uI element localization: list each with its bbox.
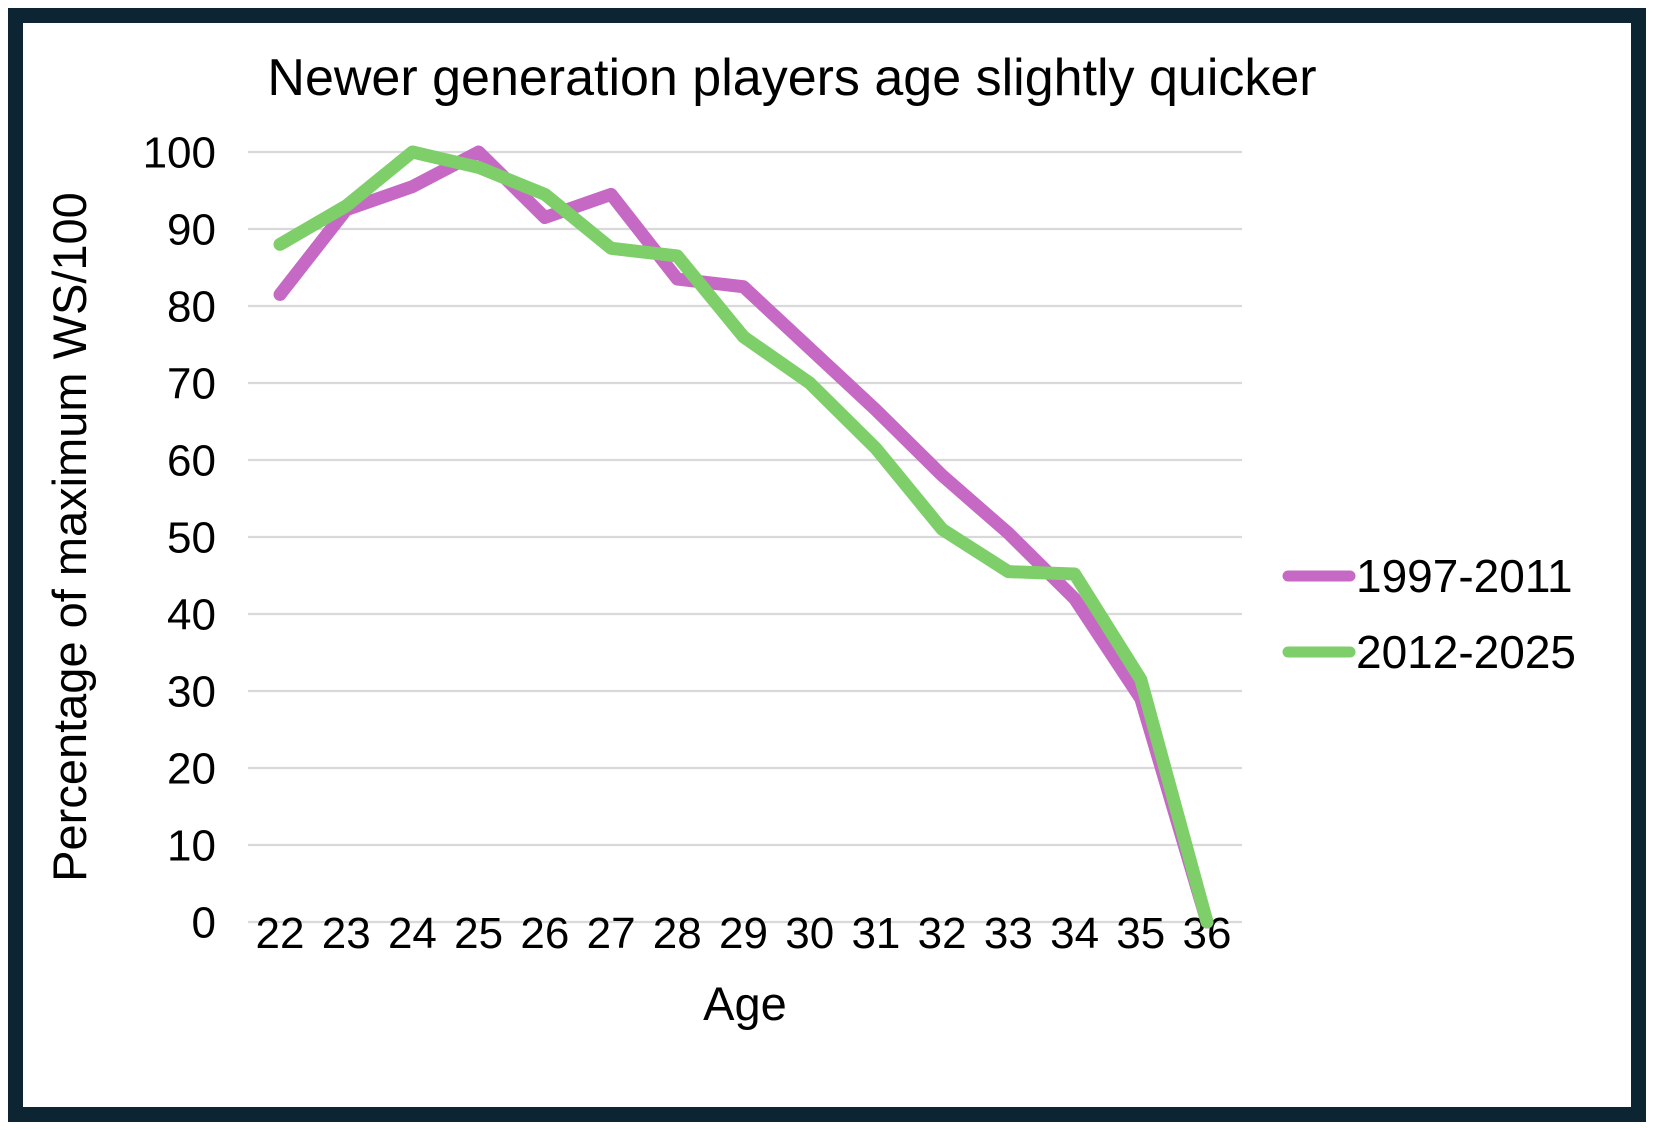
legend: 1997-2011 2012-2025 — [1282, 550, 1576, 678]
x-axis-tick-labels: 22 23 24 25 26 27 28 29 30 31 32 33 34 35 36 — [256, 909, 1232, 958]
x-tick-label: 31 — [851, 909, 900, 958]
legend-label-1997-2011: 1997-2011 — [1356, 550, 1573, 602]
x-tick-label: 29 — [719, 909, 768, 958]
y-tick-label: 80 — [167, 282, 216, 331]
y-tick-label: 30 — [167, 667, 216, 716]
x-axis-title: Age — [703, 977, 787, 1030]
y-axis-tick-labels: 0 10 20 30 40 50 60 70 80 90 100 — [143, 128, 216, 947]
legend-item-1997-2011: 1997-2011 — [1282, 550, 1573, 602]
y-tick-label: 70 — [167, 359, 216, 408]
y-tick-label: 40 — [167, 590, 216, 639]
y-tick-label: 0 — [192, 898, 216, 947]
x-tick-label: 24 — [388, 909, 437, 958]
y-tick-label: 90 — [167, 205, 216, 254]
y-tick-label: 100 — [143, 128, 216, 177]
x-tick-label: 34 — [1050, 909, 1099, 958]
chart-frame — [8, 8, 1646, 1122]
series-lines — [273, 145, 1214, 929]
x-tick-label: 27 — [587, 909, 636, 958]
series-line-2012-2025 — [273, 145, 1214, 929]
x-tick-label: 25 — [454, 909, 503, 958]
y-axis-title: Percentage of maximum WS/100 — [43, 192, 96, 882]
y-tick-label: 50 — [167, 513, 216, 562]
chart-title: Newer generation players age slightly qu… — [267, 49, 1316, 107]
y-tick-label: 10 — [167, 821, 216, 870]
x-tick-label: 30 — [785, 909, 834, 958]
x-tick-label: 28 — [653, 909, 702, 958]
legend-item-2012-2025: 2012-2025 — [1282, 626, 1576, 678]
x-tick-label: 26 — [520, 909, 569, 958]
x-tick-label: 23 — [322, 909, 371, 958]
x-tick-label: 35 — [1116, 909, 1165, 958]
x-tick-label: 33 — [984, 909, 1033, 958]
y-tick-label: 60 — [167, 436, 216, 485]
legend-label-2012-2025: 2012-2025 — [1356, 626, 1576, 678]
x-tick-label: 32 — [918, 909, 967, 958]
y-tick-label: 20 — [167, 744, 216, 793]
x-tick-label: 22 — [256, 909, 305, 958]
gridlines — [248, 150, 1242, 924]
